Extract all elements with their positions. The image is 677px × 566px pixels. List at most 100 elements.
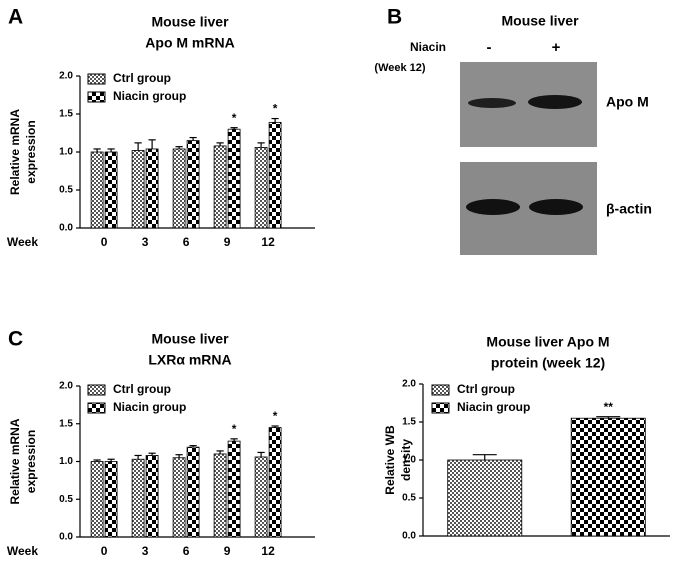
bar: [447, 459, 523, 537]
y-tick-label: 1.0: [402, 455, 416, 466]
bar: [186, 446, 200, 538]
band-label: Apo M: [606, 94, 649, 110]
y-tick-label: 0.5: [402, 493, 416, 504]
bar: [213, 145, 227, 229]
x-tick-label: 6: [183, 544, 190, 558]
panel-letter: C: [8, 328, 23, 351]
y-axis-label: expression: [24, 120, 38, 183]
y-axis-label: Relative mRNA: [8, 418, 22, 504]
error-bar: [93, 459, 101, 462]
chart-title: Mouse liver Apo M: [486, 334, 609, 350]
bar: [104, 151, 118, 229]
lane-label: +: [552, 39, 561, 56]
blot-image: [460, 62, 597, 255]
legend-swatch: [87, 384, 106, 396]
x-tick-label: 0: [101, 544, 108, 558]
bar: [227, 128, 241, 229]
y-axis-label: Relative WB: [383, 425, 397, 495]
panel-letter: A: [8, 6, 23, 29]
error-bar: [216, 142, 224, 146]
error-bar: [230, 127, 238, 130]
bar: [131, 458, 145, 538]
error-bar: [107, 148, 115, 152]
bar: [268, 427, 282, 538]
x-tick-label: 0: [101, 235, 108, 249]
legend-swatch: [431, 384, 450, 396]
bar: [172, 148, 186, 229]
x-axis-label: Week: [7, 235, 38, 249]
error-bar: [134, 142, 142, 151]
significance: *: [232, 422, 237, 436]
error-bar: [257, 142, 265, 148]
error-bar: [175, 454, 183, 458]
chart-subtitle: protein (week 12): [491, 355, 605, 371]
error-bar: [148, 139, 156, 149]
error-bar: [189, 445, 197, 448]
x-tick-label: 12: [261, 235, 275, 249]
legend-label: Ctrl group: [113, 71, 171, 85]
bar: [145, 455, 159, 538]
error-bar: [257, 451, 265, 457]
legend-swatch: [87, 73, 106, 85]
y-axis-label: Relative mRNA: [8, 109, 22, 195]
y-tick-label: 1.5: [402, 417, 416, 428]
x-tick-label: 3: [142, 235, 149, 249]
y-tick-label: 1.0: [59, 456, 73, 467]
bar: [570, 417, 646, 537]
x-tick-label: 12: [261, 544, 275, 558]
x-tick-label: 6: [183, 235, 190, 249]
significance: **: [604, 400, 614, 414]
bar: [186, 140, 200, 229]
error-bar: [148, 452, 156, 456]
x-tick-label: 9: [224, 235, 231, 249]
x-tick-label: 3: [142, 544, 149, 558]
band-label: β-actin: [606, 201, 652, 217]
y-tick-label: 0.0: [402, 531, 416, 542]
legend-label: Niacin group: [457, 400, 530, 414]
y-tick-label: 0.0: [59, 532, 73, 543]
chart-title: Mouse liver: [151, 331, 229, 347]
y-tick-label: 2.0: [59, 381, 73, 392]
y-tick-label: 0.0: [59, 223, 73, 234]
bar: [172, 457, 186, 538]
error-bar: [175, 146, 183, 149]
legend-swatch: [87, 91, 106, 103]
bar: [90, 151, 104, 229]
error-bar: [216, 450, 224, 454]
legend-label: Niacin group: [113, 89, 186, 103]
y-axis-label: expression: [24, 430, 38, 493]
legend-label: Ctrl group: [457, 382, 515, 396]
legend-swatch: [87, 402, 106, 414]
panel-letter: B: [387, 6, 402, 29]
blot-title: Mouse liver: [501, 13, 579, 29]
error-bar: [93, 148, 101, 152]
lane-label: -: [487, 39, 492, 56]
blot-treatment: Niacin: [410, 40, 446, 54]
x-tick-label: 9: [224, 544, 231, 558]
bar: [131, 150, 145, 229]
y-tick-label: 1.0: [59, 147, 73, 158]
bar: [145, 148, 159, 229]
y-tick-label: 1.5: [59, 109, 73, 120]
legend-label: Ctrl group: [113, 382, 171, 396]
significance: *: [273, 409, 278, 423]
y-tick-label: 0.5: [59, 185, 73, 196]
blot-timepoint: (Week 12): [374, 62, 425, 74]
bar: [268, 121, 282, 229]
error-bar: [189, 136, 197, 141]
chart-title: Mouse liver: [151, 14, 229, 30]
bar: [254, 456, 268, 538]
significance: *: [273, 102, 278, 116]
y-tick-label: 0.5: [59, 494, 73, 505]
bar: [227, 440, 241, 538]
legend-label: Niacin group: [113, 400, 186, 414]
error-bar: [107, 458, 115, 462]
bar: [254, 147, 268, 229]
y-tick-label: 1.5: [59, 418, 73, 429]
chart-subtitle: LXRα mRNA: [148, 352, 231, 368]
error-bar: [472, 454, 497, 460]
error-bar: [134, 454, 142, 460]
error-bar: [271, 425, 279, 428]
y-tick-label: 2.0: [59, 71, 73, 82]
